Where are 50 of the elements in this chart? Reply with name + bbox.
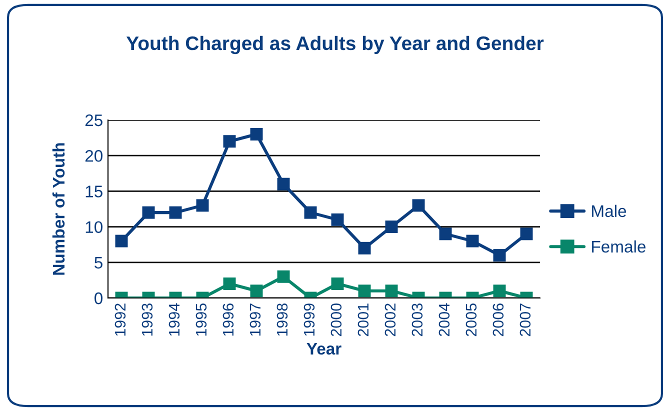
- point: [358, 242, 371, 254]
- y-tick-label: 25: [85, 114, 102, 126]
- point: [412, 199, 425, 212]
- x-tick-label: 1993: [142, 304, 153, 336]
- x-tick-label: 1996: [222, 304, 234, 336]
- x-tick-label: 2007: [520, 304, 531, 336]
- x-tick-label: 1999: [304, 304, 315, 336]
- point: [250, 128, 263, 140]
- x-tick-label: 2006: [492, 304, 504, 336]
- y-tick-label: 5: [94, 256, 102, 269]
- y-tick-label: 10: [86, 221, 102, 234]
- x-tick-label: 1997: [250, 304, 261, 336]
- point: [196, 199, 209, 212]
- point: [331, 278, 344, 290]
- x-tick-label: 1995: [196, 304, 207, 336]
- x-tick-label: 2002: [384, 304, 396, 336]
- point: [115, 234, 128, 248]
- point: [466, 234, 479, 248]
- point: [358, 284, 371, 298]
- point: [439, 228, 452, 240]
- point: [277, 270, 290, 283]
- y-tick-label: 0: [94, 292, 102, 304]
- x-tick-label: 2000: [330, 303, 342, 336]
- x-tick-label: 2005: [466, 304, 477, 336]
- x-axis-title: Year: [306, 343, 342, 355]
- x-tick-label: 1992: [114, 304, 126, 336]
- x-tick-label: 1994: [168, 303, 180, 336]
- point: [385, 284, 398, 298]
- y-axis-title: Number of Youth: [52, 143, 65, 275]
- point: [385, 220, 398, 234]
- legend-label: Female: [592, 240, 646, 253]
- point: [304, 206, 317, 219]
- point: [493, 249, 506, 262]
- chart-title: Youth Charged as Adults by Year and Gender: [126, 36, 544, 54]
- x-tick-label: 2004: [438, 303, 450, 336]
- y-tick-label: 20: [85, 150, 102, 162]
- x-tick-label: 2001: [358, 304, 369, 336]
- y-tick-label: 15: [86, 186, 102, 198]
- point: [331, 213, 344, 226]
- point: [520, 228, 533, 240]
- point: [169, 206, 182, 219]
- legend-label: Male: [592, 204, 626, 218]
- point: [223, 135, 236, 148]
- point: [277, 178, 290, 190]
- x-tick-label: 2003: [412, 304, 423, 336]
- x-tick-label: 1998: [276, 304, 288, 336]
- point: [493, 284, 506, 298]
- point: [142, 206, 155, 219]
- point: [250, 284, 263, 298]
- point: [223, 278, 236, 290]
